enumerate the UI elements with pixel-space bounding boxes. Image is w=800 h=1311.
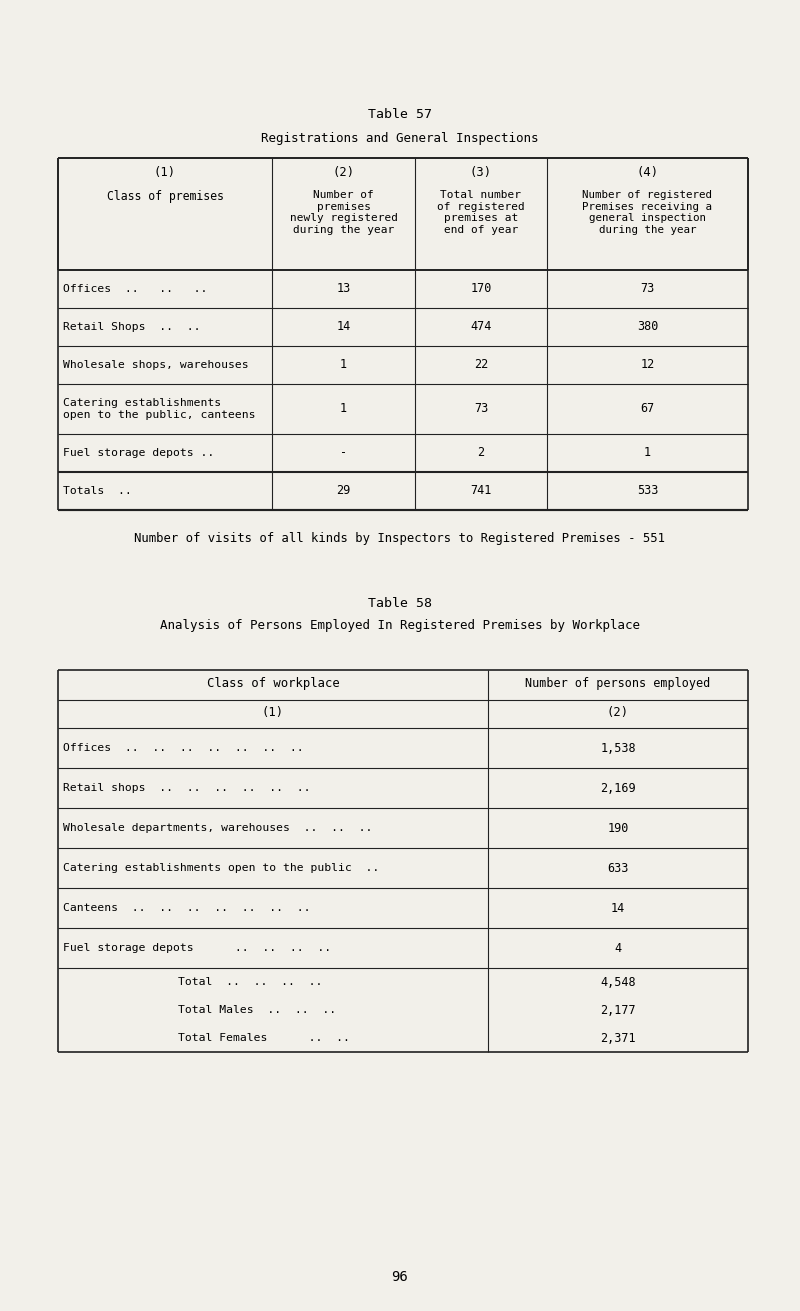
Text: 14: 14 bbox=[336, 320, 350, 333]
Text: 533: 533 bbox=[637, 485, 658, 497]
Text: Wholesale departments, warehouses  ..  ..  ..: Wholesale departments, warehouses .. .. … bbox=[63, 823, 372, 832]
Text: 633: 633 bbox=[607, 861, 629, 874]
Text: Class of premises: Class of premises bbox=[106, 190, 223, 203]
Text: Retail shops  ..  ..  ..  ..  ..  ..: Retail shops .. .. .. .. .. .. bbox=[63, 783, 310, 793]
Text: Table 58: Table 58 bbox=[368, 597, 432, 610]
Text: (4): (4) bbox=[637, 166, 658, 180]
Text: -: - bbox=[340, 447, 347, 459]
Text: 380: 380 bbox=[637, 320, 658, 333]
Text: Registrations and General Inspections: Registrations and General Inspections bbox=[262, 132, 538, 146]
Text: Wholesale shops, warehouses: Wholesale shops, warehouses bbox=[63, 361, 249, 370]
Text: 12: 12 bbox=[640, 358, 654, 371]
Text: (2): (2) bbox=[607, 707, 629, 718]
Text: 170: 170 bbox=[470, 282, 492, 295]
Text: (3): (3) bbox=[470, 166, 492, 180]
Text: 14: 14 bbox=[611, 902, 625, 915]
Text: 741: 741 bbox=[470, 485, 492, 497]
Text: Number of persons employed: Number of persons employed bbox=[526, 676, 710, 690]
Text: 96: 96 bbox=[392, 1270, 408, 1283]
Text: Table 57: Table 57 bbox=[368, 108, 432, 121]
Text: 1,538: 1,538 bbox=[600, 742, 636, 755]
Text: Class of workplace: Class of workplace bbox=[206, 676, 339, 690]
Text: 22: 22 bbox=[474, 358, 488, 371]
Text: 2,177: 2,177 bbox=[600, 1003, 636, 1016]
Text: Totals  ..: Totals .. bbox=[63, 486, 132, 496]
Text: Analysis of Persons Employed In Registered Premises by Workplace: Analysis of Persons Employed In Register… bbox=[160, 619, 640, 632]
Text: 190: 190 bbox=[607, 822, 629, 835]
Text: Fuel storage depots ..: Fuel storage depots .. bbox=[63, 448, 214, 458]
Text: 2: 2 bbox=[478, 447, 485, 459]
Text: (1): (1) bbox=[262, 707, 284, 718]
Text: Number of visits of all kinds by Inspectors to Registered Premises - 551: Number of visits of all kinds by Inspect… bbox=[134, 532, 666, 545]
Text: Total number
of registered
premises at
end of year: Total number of registered premises at e… bbox=[437, 190, 525, 235]
Text: 13: 13 bbox=[336, 282, 350, 295]
Text: Total Males  ..  ..  ..: Total Males .. .. .. bbox=[178, 1006, 336, 1015]
Text: 2,371: 2,371 bbox=[600, 1032, 636, 1045]
Text: 2,169: 2,169 bbox=[600, 781, 636, 794]
Text: 1: 1 bbox=[340, 358, 347, 371]
Text: 67: 67 bbox=[640, 402, 654, 416]
Text: Number of registered
Premises receiving a
general inspection
during the year: Number of registered Premises receiving … bbox=[582, 190, 713, 235]
Text: Total  ..  ..  ..  ..: Total .. .. .. .. bbox=[178, 977, 322, 987]
Text: (2): (2) bbox=[333, 166, 354, 180]
Text: Retail Shops  ..  ..: Retail Shops .. .. bbox=[63, 323, 201, 332]
Text: 29: 29 bbox=[336, 485, 350, 497]
Text: Fuel storage depots      ..  ..  ..  ..: Fuel storage depots .. .. .. .. bbox=[63, 943, 331, 953]
Text: Catering establishments
open to the public, canteens: Catering establishments open to the publ… bbox=[63, 399, 255, 420]
Text: 73: 73 bbox=[640, 282, 654, 295]
Text: Catering establishments open to the public  ..: Catering establishments open to the publ… bbox=[63, 863, 379, 873]
Text: Offices  ..  ..  ..  ..  ..  ..  ..: Offices .. .. .. .. .. .. .. bbox=[63, 743, 304, 753]
Text: (1): (1) bbox=[154, 166, 176, 180]
Text: Total Females      ..  ..: Total Females .. .. bbox=[178, 1033, 350, 1044]
Text: 73: 73 bbox=[474, 402, 488, 416]
Text: 474: 474 bbox=[470, 320, 492, 333]
Text: 4: 4 bbox=[614, 941, 622, 954]
Text: 1: 1 bbox=[340, 402, 347, 416]
Text: Number of
premises
newly registered
during the year: Number of premises newly registered duri… bbox=[290, 190, 398, 235]
Text: Canteens  ..  ..  ..  ..  ..  ..  ..: Canteens .. .. .. .. .. .. .. bbox=[63, 903, 310, 912]
Text: 1: 1 bbox=[644, 447, 651, 459]
Text: Offices  ..   ..   ..: Offices .. .. .. bbox=[63, 284, 207, 294]
Text: 4,548: 4,548 bbox=[600, 975, 636, 988]
